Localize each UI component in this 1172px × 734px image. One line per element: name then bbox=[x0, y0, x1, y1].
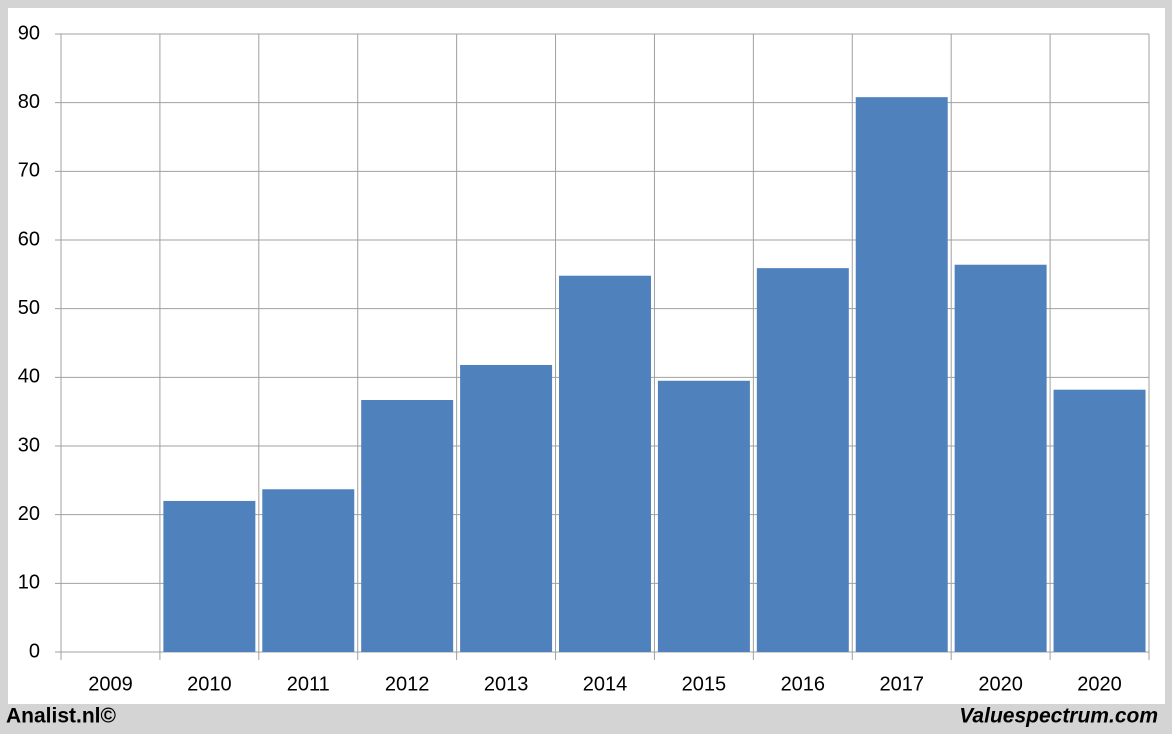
x-tick-label: 2014 bbox=[583, 673, 628, 695]
bar bbox=[361, 399, 454, 652]
y-tick-label: 60 bbox=[18, 228, 40, 250]
bar bbox=[1053, 389, 1146, 652]
y-tick-label: 50 bbox=[18, 297, 40, 319]
x-tick-label: 2015 bbox=[682, 673, 727, 695]
y-tick-label: 20 bbox=[18, 503, 40, 525]
footer-right: Valuespectrum.com bbox=[959, 705, 1158, 728]
x-tick-label: 2013 bbox=[484, 673, 529, 695]
x-tick-label: 2016 bbox=[781, 673, 826, 695]
bar bbox=[460, 364, 553, 652]
bar bbox=[262, 489, 355, 652]
bar bbox=[163, 500, 256, 652]
x-tick-label: 2020 bbox=[1077, 673, 1122, 695]
x-tick-label: 2017 bbox=[879, 673, 924, 695]
y-tick-label: 70 bbox=[18, 160, 40, 182]
bar bbox=[559, 275, 651, 652]
y-tick-label: 10 bbox=[18, 572, 40, 594]
y-tick-label: 30 bbox=[18, 434, 40, 456]
y-tick-label: 80 bbox=[18, 91, 40, 113]
bar bbox=[954, 264, 1047, 652]
x-tick-label: 2011 bbox=[287, 673, 330, 695]
footer-left: Analist.nl© bbox=[6, 705, 117, 728]
bar bbox=[657, 380, 750, 652]
y-tick-label: 0 bbox=[29, 640, 40, 662]
bar bbox=[855, 97, 948, 652]
x-tick-label: 2020 bbox=[978, 673, 1023, 695]
x-tick-label: 2012 bbox=[385, 673, 430, 695]
y-tick-label: 90 bbox=[18, 22, 40, 44]
x-tick-label: 2009 bbox=[88, 673, 133, 695]
y-tick-label: 40 bbox=[18, 366, 40, 388]
bar bbox=[756, 268, 849, 652]
x-tick-label: 2010 bbox=[187, 673, 232, 695]
